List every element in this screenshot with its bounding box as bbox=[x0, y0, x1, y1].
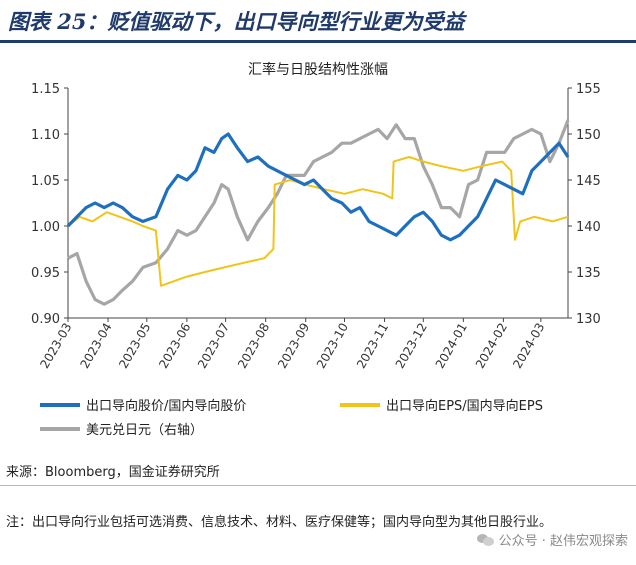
x-tick-label: 2023-07 bbox=[195, 321, 232, 371]
watermark: 公众号 · 赵伟宏观探索 bbox=[476, 530, 628, 549]
wechat-icon bbox=[476, 533, 495, 547]
series-line-2 bbox=[67, 119, 570, 306]
figure-title: 图表 25：贬值驱动下，出口导向型行业更为受益 bbox=[8, 9, 465, 34]
left-tick-label: 0.95 bbox=[31, 266, 60, 281]
divider bbox=[0, 485, 636, 486]
x-tick-label: 2023-11 bbox=[354, 321, 391, 371]
x-tick-label: 2024-02 bbox=[473, 321, 510, 371]
series-line-0 bbox=[66, 132, 570, 242]
x-tick-label: 2023-03 bbox=[37, 321, 74, 371]
right-tick-label: 150 bbox=[576, 128, 601, 143]
x-tick-label: 2023-08 bbox=[235, 321, 272, 371]
right-tick-label: 130 bbox=[576, 312, 601, 327]
left-tick-label: 1.10 bbox=[31, 128, 60, 143]
x-tick-label: 2023-10 bbox=[314, 321, 351, 371]
left-tick-label: 1.05 bbox=[31, 174, 60, 189]
x-tick-label: 2023-05 bbox=[116, 321, 153, 371]
right-tick-label: 135 bbox=[576, 266, 601, 281]
right-tick-label: 140 bbox=[576, 220, 601, 235]
x-tick-label: 2024-01 bbox=[433, 321, 470, 371]
right-tick-label: 155 bbox=[576, 82, 601, 97]
watermark-text: 公众号 · 赵伟宏观探索 bbox=[498, 534, 628, 549]
x-tick-label: 2023-04 bbox=[77, 321, 114, 371]
left-tick-label: 1.00 bbox=[31, 220, 60, 235]
right-tick-label: 145 bbox=[576, 174, 601, 189]
footnote: 注：出口导向行业包括可选消费、信息技术、材料、医疗保健等；国内导向型为其他日股行… bbox=[6, 515, 553, 530]
legend-label-0: 出口导向股价/国内导向股价 bbox=[86, 398, 246, 414]
x-tick-label: 2024-03 bbox=[510, 321, 547, 371]
legend-label-2: 美元兑日元（右轴） bbox=[86, 423, 203, 438]
legend-label-1: 出口导向EPS/国内导向EPS bbox=[386, 398, 543, 414]
chart-title: 汇率与日股结构性涨幅 bbox=[248, 61, 388, 78]
x-tick-label: 2023-09 bbox=[275, 321, 312, 371]
left-tick-label: 0.90 bbox=[31, 312, 60, 327]
figure-header: 图表 25：贬值驱动下，出口导向型行业更为受益 bbox=[0, 0, 636, 43]
left-tick-label: 1.15 bbox=[31, 82, 60, 97]
x-tick-label: 2023-06 bbox=[156, 321, 193, 371]
chart: 汇率与日股结构性涨幅 0.90 0.95 1.00 1.05 1.10 1.15 130 135… bbox=[31, 61, 601, 438]
x-tick-label: 2023-12 bbox=[393, 321, 430, 371]
source-note: 来源：Bloomberg，国金证券研究所 bbox=[6, 465, 220, 480]
